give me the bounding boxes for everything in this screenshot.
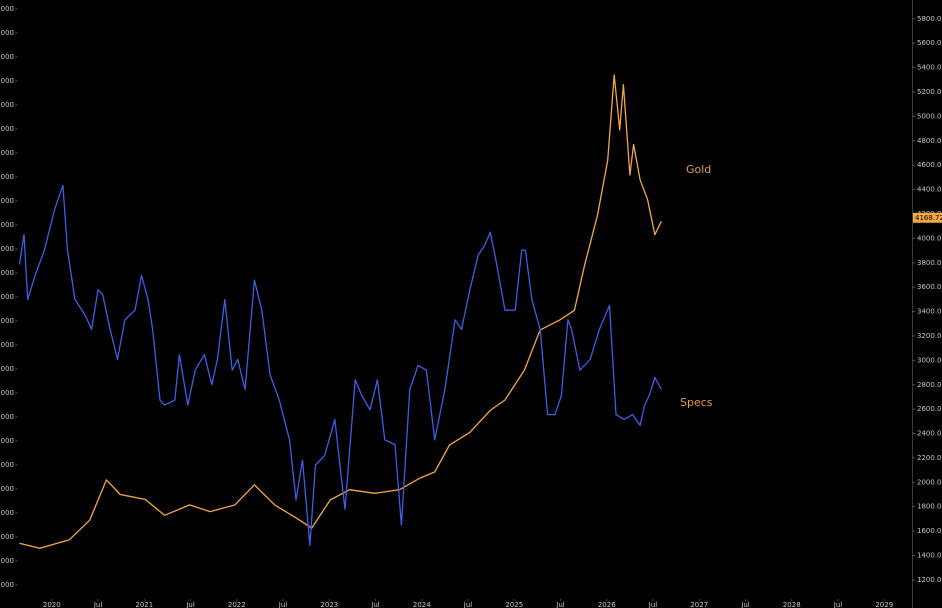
specs-annotation: Specs: [680, 396, 713, 409]
x-tick-label: 2025: [505, 601, 523, 608]
series-line: [18, 184, 662, 547]
x-tick-label: 2027: [690, 601, 708, 608]
gold-annotation: Gold: [686, 163, 711, 176]
y-tick-label: 300000: [0, 245, 14, 253]
y-tick-label: 260000: [0, 293, 14, 301]
x-tick-label: 2028: [783, 601, 801, 608]
x-tick-label: Jul: [370, 601, 380, 608]
y-tick-label: 240000: [0, 317, 14, 325]
x-tick-label: Jul: [833, 601, 843, 608]
y-tick-label: 180000: [0, 389, 14, 397]
y-tick-label: 100000: [0, 485, 14, 493]
x-tick-label: 2022: [228, 601, 246, 608]
x-tick-label: Jul: [740, 601, 750, 608]
series-line: [19, 74, 662, 549]
x-tick-label: 2023: [320, 601, 338, 608]
y-tick-label: 380000: [0, 149, 14, 157]
x-tick-label: 2021: [135, 601, 153, 608]
x-tick-label: 2024: [413, 601, 431, 608]
y-tick-label: 320000: [0, 221, 14, 229]
y-tick-label: 120000: [0, 461, 14, 469]
y-tick-label: 360000: [0, 173, 14, 181]
y-tick-label: 160000: [0, 413, 14, 421]
price-marker: [913, 212, 942, 223]
y-tick-label: 400000: [0, 125, 14, 133]
x-tick-label: Jul: [648, 601, 658, 608]
y-tick-label: 80000: [0, 509, 14, 517]
y-tick-label: 480000: [0, 29, 14, 37]
y-tick-label: 500000: [0, 5, 14, 13]
y-tick-label: 340000: [0, 197, 14, 205]
x-tick-label: 2029: [875, 601, 893, 608]
y-tick-label: 200000: [0, 365, 14, 373]
y-tick-label: 220000: [0, 341, 14, 349]
y-tick-label: 460000: [0, 53, 14, 61]
y-tick-label: 280000: [0, 269, 14, 277]
x-tick-label: Jul: [555, 601, 565, 608]
y-tick-label: 140000: [0, 437, 14, 445]
x-tick-label: 2020: [43, 601, 61, 608]
x-tick-label: Jul: [463, 601, 473, 608]
x-tick-label: 2026: [598, 601, 616, 608]
y-tick-label: 20000: [0, 581, 14, 589]
y-tick-label: 420000: [0, 101, 14, 109]
y-tick-label: 440000: [0, 77, 14, 85]
y-tick-label: 60000: [0, 533, 14, 541]
x-tick-label: Jul: [93, 601, 103, 608]
x-tick-label: Jul: [278, 601, 288, 608]
y-tick-label: 40000: [0, 557, 14, 565]
x-tick-label: Jul: [185, 601, 195, 608]
price-marker-label: 4168.7290: [915, 214, 942, 222]
